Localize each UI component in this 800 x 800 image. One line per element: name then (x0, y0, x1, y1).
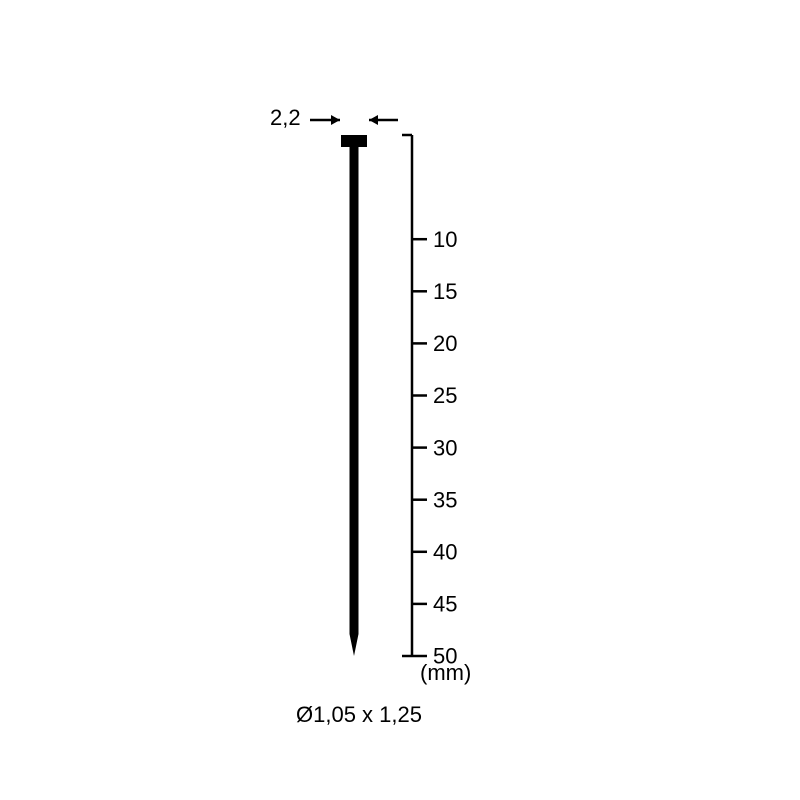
scale-tick-label: 40 (433, 540, 457, 565)
scale-tick-label: 45 (433, 592, 457, 617)
diameter-label: Ø1,05 x 1,25 (296, 702, 422, 728)
scale-tick-label: 15 (433, 279, 457, 304)
diagram-stage: 101520253035404550 2,2 (mm) Ø1,05 x 1,25 (0, 0, 800, 800)
scale-tick-label: 30 (433, 435, 457, 460)
scale-unit-label: (mm) (420, 660, 471, 686)
diagram-svg: 101520253035404550 (0, 0, 800, 800)
head-width-label: 2,2 (270, 105, 301, 131)
scale-tick-label: 35 (433, 487, 457, 512)
scale-tick-label: 20 (433, 331, 457, 356)
scale-tick-label: 10 (433, 227, 457, 252)
scale-tick-label: 25 (433, 383, 457, 408)
